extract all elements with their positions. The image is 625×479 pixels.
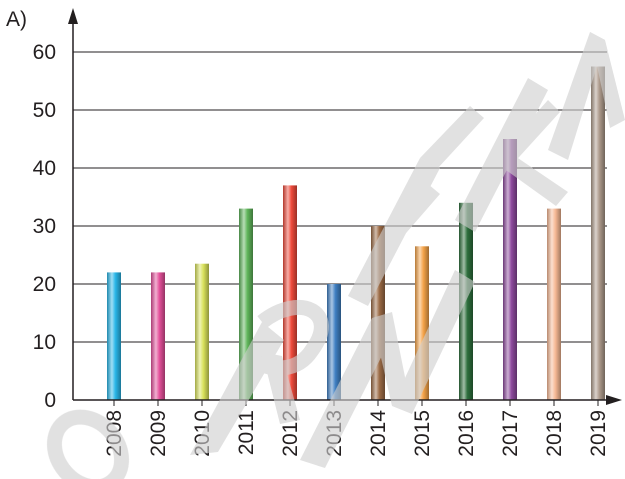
bar-2016 [459, 202, 473, 400]
x-tick-label: 2015 [411, 410, 434, 457]
bar-2018 [547, 208, 561, 400]
x-tick-label: 2017 [499, 410, 522, 457]
bar-2010 [195, 263, 209, 400]
bar-2017 [503, 139, 517, 400]
bar-2008 [107, 272, 121, 400]
bar-2009 [151, 272, 165, 400]
x-tick-label: 2018 [543, 410, 566, 457]
y-tick-label: 50 [33, 99, 56, 122]
x-tick-label: 2014 [367, 410, 390, 457]
panel-label: A) [6, 8, 27, 31]
watermark [46, 32, 625, 479]
x-tick-label: 2016 [455, 410, 478, 457]
y-axis-arrow [68, 8, 78, 24]
y-tick-label: 0 [44, 389, 56, 412]
y-tick-label: 30 [33, 215, 56, 238]
x-tick-labels: 2008200920102011201220132014201520162017… [103, 400, 610, 457]
y-tick-label: 20 [33, 273, 56, 296]
y-tick-labels: 0 10 20 30 40 50 60 [33, 41, 56, 412]
x-tick-label: 2019 [587, 410, 610, 457]
y-tick-label: 10 [33, 331, 56, 354]
x-tick-label: 2009 [147, 410, 170, 457]
x-axis-arrow [606, 395, 622, 405]
bar-2013 [327, 284, 341, 400]
y-tick-label: 40 [33, 157, 56, 180]
x-tick-label: 2011 [235, 410, 258, 455]
y-tick-label: 60 [33, 41, 56, 64]
bar-2012 [283, 185, 297, 400]
bar-2019 [591, 66, 605, 400]
